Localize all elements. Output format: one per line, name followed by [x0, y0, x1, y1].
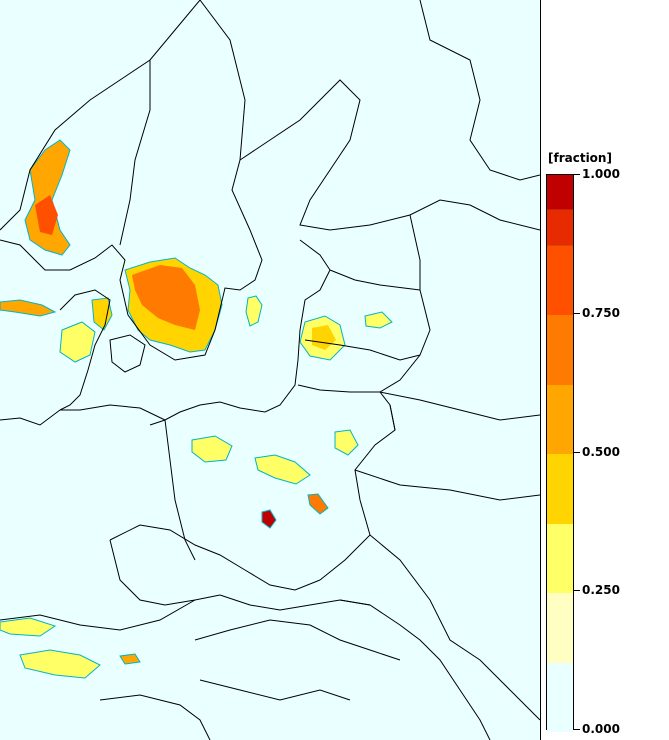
colorbar-tick: [574, 590, 580, 592]
coastlines-borders: [0, 0, 540, 740]
colorbar-tick-label: 0.500: [582, 444, 620, 459]
coastline-baltics: [149, 239, 331, 426]
patch-sweden-core: [132, 265, 200, 330]
border-baltics-east: [379, 214, 431, 393]
colorbar-tick-label: 0.250: [582, 583, 620, 598]
border-slovakia: [219, 594, 371, 611]
colorbar-band-4: [547, 383, 573, 454]
coastline-jutland: [59, 289, 111, 411]
coastline-germany: [60, 404, 166, 421]
patch-denmark: [59, 321, 96, 363]
colorbar-tick: [574, 451, 580, 453]
border-latvia-lithuania: [304, 339, 421, 361]
border-czech-south: [109, 539, 221, 606]
colorbar-band-1: [547, 592, 573, 663]
patch-poland-4: [307, 493, 329, 515]
field-patches: [0, 139, 393, 679]
colorbar-band-0: [547, 661, 573, 732]
colorbar-tick-label: 0.000: [582, 722, 620, 736]
border-finland: [419, 0, 540, 181]
border-belarus: [379, 391, 540, 421]
patch-alps-3: [119, 653, 141, 665]
map-canvas: [0, 0, 540, 740]
patch-gotland: [245, 295, 263, 327]
border-estonia-latvia: [329, 269, 421, 291]
colorbar-band-3: [547, 453, 573, 524]
patch-norway-core: [35, 195, 58, 235]
colorbar-tick-label: 1.000: [582, 167, 620, 181]
patch-alps-2: [0, 617, 57, 637]
border-norway-sweden: [119, 60, 151, 246]
colorbar-band-5: [547, 314, 573, 385]
coastline-bothnia: [239, 79, 540, 231]
coastline-scandinavia: [0, 0, 263, 361]
patch-poland-hot: [261, 509, 277, 529]
colorbar: [546, 174, 574, 732]
border-romania: [339, 599, 491, 740]
colorbar-band-2: [547, 522, 573, 593]
map-panel[interactable]: [0, 0, 541, 740]
patch-alps-1: [19, 649, 101, 679]
border-hungary: [194, 619, 401, 661]
patch-poland-2: [254, 454, 311, 485]
border-south: [99, 694, 211, 740]
colorbar-band-6: [547, 244, 573, 315]
patch-northsea: [0, 299, 57, 317]
border-germany-west: [0, 409, 61, 426]
patch-poland-3: [334, 429, 359, 456]
colorbar-tick: [574, 174, 580, 175]
border-czech: [109, 524, 321, 591]
patch-lithuania: [364, 311, 393, 329]
patch-poland-1: [191, 435, 233, 463]
colorbar-band-7: [547, 209, 573, 246]
border-poland-east: [319, 404, 396, 581]
border-austria: [0, 599, 196, 631]
colorbar-tick: [574, 312, 580, 314]
border-germany-poland: [164, 419, 196, 561]
colorbar-tick: [574, 729, 580, 730]
legend-title: [fraction]: [548, 151, 612, 165]
patch-jutland: [91, 297, 113, 331]
border-hungary-south: [199, 679, 351, 701]
border-ukraine: [369, 534, 540, 721]
colorbar-tick-label: 0.750: [582, 305, 620, 320]
border-belarus-ukraine: [354, 469, 540, 501]
colorbar-band-8: [547, 175, 573, 210]
coastline-zealand: [109, 334, 146, 373]
